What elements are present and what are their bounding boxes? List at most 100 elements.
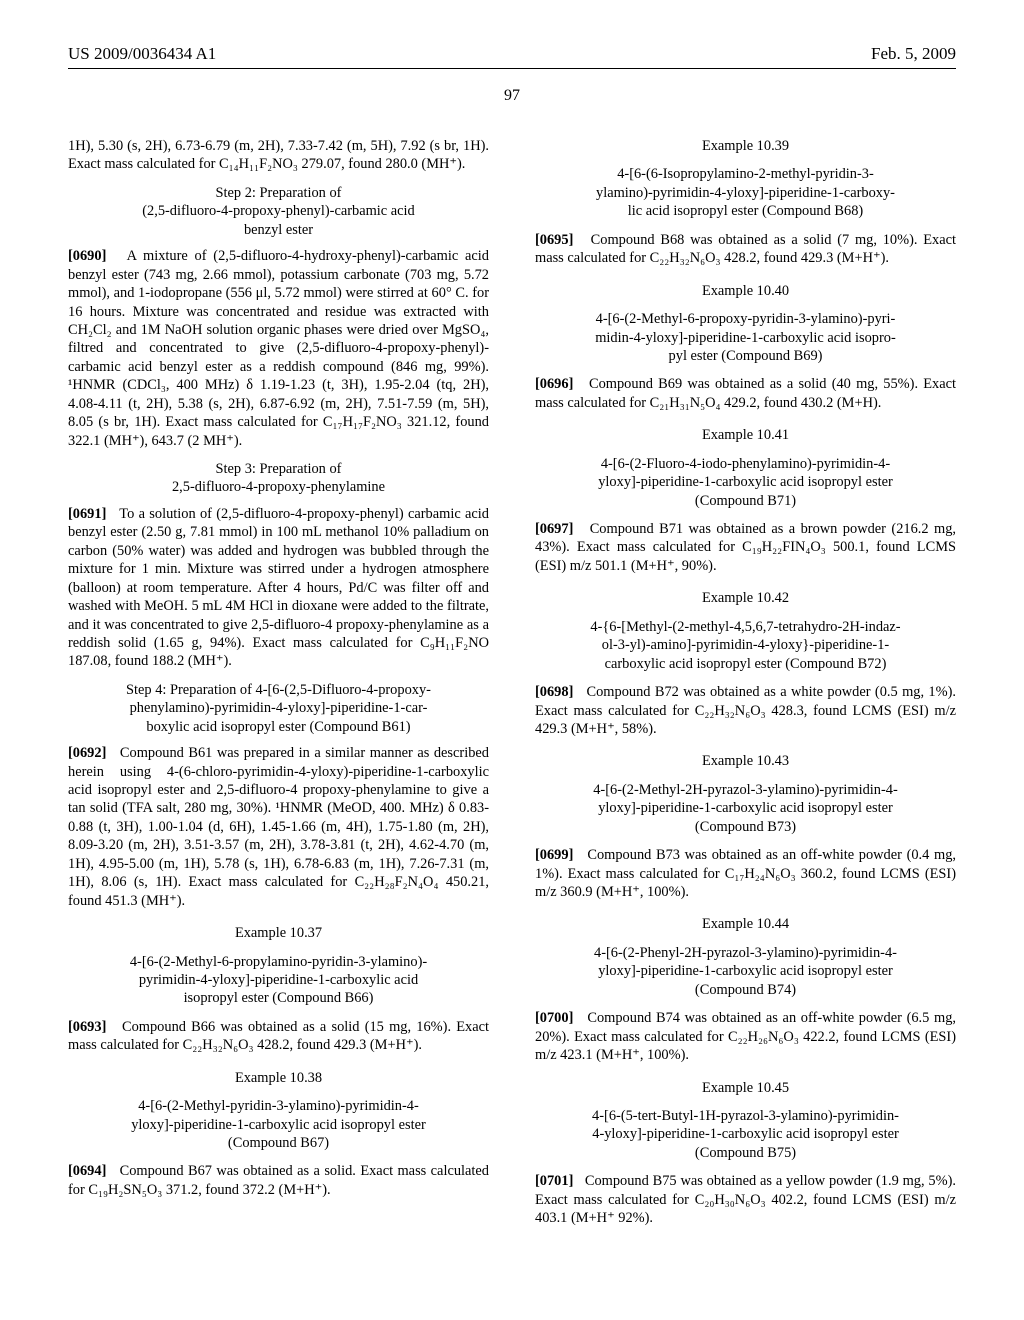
b66-l3: isopropyl ester (Compound B66) [68, 989, 489, 1007]
b73-l2: yloxy]-piperidine-1-carboxylic acid isop… [535, 799, 956, 817]
step-2-title: Step 2: Preparation of (2,5-difluoro-4-p… [68, 184, 489, 239]
para-text-0698: Compound B72 was obtained as a white pow… [535, 684, 956, 737]
example-10-42: Example 10.42 [535, 589, 956, 607]
compound-b69-title: 4-[6-(2-Methyl-6-propoxy-pyridin-3-ylami… [535, 310, 956, 365]
para-num-0699: [0699] [535, 847, 573, 863]
b73-l3: (Compound B73) [535, 818, 956, 836]
step-2-line2: (2,5-difluoro-4-propoxy-phenyl)-carbamic… [68, 202, 489, 220]
b71-l2: yloxy]-piperidine-1-carboxylic acid isop… [535, 473, 956, 491]
publication-date: Feb. 5, 2009 [871, 44, 956, 64]
para-0691: [0691] To a solution of (2,5-difluoro-4-… [68, 505, 489, 671]
para-0701: [0701] Compound B75 was obtained as a ye… [535, 1172, 956, 1227]
para-text-0693: Compound B66 was obtained as a solid (15… [68, 1019, 489, 1053]
compound-b75-title: 4-[6-(5-tert-Butyl-1H-pyrazol-3-ylamino)… [535, 1107, 956, 1162]
b72-l1: 4-{6-[Methyl-(2-methyl-4,5,6,7-tetrahydr… [535, 618, 956, 636]
header-rule [68, 68, 956, 69]
publication-number: US 2009/0036434 A1 [68, 44, 216, 64]
step-4-line2: phenylamino)-pyrimidin-4-yloxy]-piperidi… [68, 699, 489, 717]
para-text-0696: Compound B69 was obtained as a solid (40… [535, 376, 956, 410]
para-0690: [0690] A mixture of (2,5-difluoro-4-hydr… [68, 247, 489, 450]
step-3-line2: 2,5-difluoro-4-propoxy-phenylamine [68, 478, 489, 496]
page: US 2009/0036434 A1 Feb. 5, 2009 97 1H), … [0, 0, 1024, 1320]
para-text-0701: Compound B75 was obtained as a yellow po… [535, 1173, 956, 1226]
example-10-38: Example 10.38 [68, 1069, 489, 1087]
para-num-0694: [0694] [68, 1163, 106, 1179]
para-0700: [0700] Compound B74 was obtained as an o… [535, 1009, 956, 1064]
step-2-line3: benzyl ester [68, 221, 489, 239]
para-0695: [0695] Compound B68 was obtained as a so… [535, 231, 956, 268]
compound-b72-title: 4-{6-[Methyl-(2-methyl-4,5,6,7-tetrahydr… [535, 618, 956, 673]
para-num-0692: [0692] [68, 745, 106, 761]
b73-l1: 4-[6-(2-Methyl-2H-pyrazol-3-ylamino)-pyr… [535, 781, 956, 799]
para-num-0696: [0696] [535, 376, 573, 392]
para-0694: [0694] Compound B67 was obtained as a so… [68, 1162, 489, 1199]
para-text-0699: Compound B73 was obtained as an off-whit… [535, 847, 956, 900]
para-num-0695: [0695] [535, 232, 573, 248]
body-columns: 1H), 5.30 (s, 2H), 6.73-6.79 (m, 2H), 7.… [68, 137, 956, 1228]
step-2-line1: Step 2: Preparation of [68, 184, 489, 202]
para-text-0694: Compound B67 was obtained as a solid. Ex… [68, 1163, 489, 1197]
b66-l1: 4-[6-(2-Methyl-6-propylamino-pyridin-3-y… [68, 953, 489, 971]
step-4-title: Step 4: Preparation of 4-[6-(2,5-Difluor… [68, 681, 489, 736]
para-0696: [0696] Compound B69 was obtained as a so… [535, 375, 956, 412]
b74-l2: yloxy]-piperidine-1-carboxylic acid isop… [535, 962, 956, 980]
para-text-0691: To a solution of (2,5-difluoro-4-propoxy… [68, 506, 489, 670]
b69-l2: midin-4-yloxy]-piperidine-1-carboxylic a… [535, 329, 956, 347]
page-number: 97 [68, 87, 956, 105]
para-0692: [0692] Compound B61 was prepared in a si… [68, 744, 489, 910]
b66-l2: pyrimidin-4-yloxy]-piperidine-1-carboxyl… [68, 971, 489, 989]
example-10-43: Example 10.43 [535, 752, 956, 770]
para-text-0690: A mixture of (2,5-difluoro-4-hydroxy-phe… [68, 248, 489, 448]
para-num-0690: [0690] [68, 248, 106, 264]
b71-l3: (Compound B71) [535, 492, 956, 510]
para-0699: [0699] Compound B73 was obtained as an o… [535, 846, 956, 901]
para-text-0700: Compound B74 was obtained as an off-whit… [535, 1010, 956, 1063]
para-num-0701: [0701] [535, 1173, 573, 1189]
example-10-40: Example 10.40 [535, 282, 956, 300]
step-3-line1: Step 3: Preparation of [68, 460, 489, 478]
b74-l1: 4-[6-(2-Phenyl-2H-pyrazol-3-ylamino)-pyr… [535, 944, 956, 962]
compound-b73-title: 4-[6-(2-Methyl-2H-pyrazol-3-ylamino)-pyr… [535, 781, 956, 836]
continuation-text: 1H), 5.30 (s, 2H), 6.73-6.79 (m, 2H), 7.… [68, 137, 489, 174]
para-num-0693: [0693] [68, 1019, 106, 1035]
step-3-title: Step 3: Preparation of 2,5-difluoro-4-pr… [68, 460, 489, 497]
b72-l2: ol-3-yl)-amino]-pyrimidin-4-yloxy}-piper… [535, 636, 956, 654]
para-num-0700: [0700] [535, 1010, 573, 1026]
para-num-0697: [0697] [535, 521, 573, 537]
para-text-0697: Compound B71 was obtained as a brown pow… [535, 521, 956, 574]
example-10-41: Example 10.41 [535, 426, 956, 444]
para-text-0695: Compound B68 was obtained as a solid (7 … [535, 232, 956, 266]
compound-b68-title: 4-[6-(6-Isopropylamino-2-methyl-pyridin-… [535, 165, 956, 220]
para-0698: [0698] Compound B72 was obtained as a wh… [535, 683, 956, 738]
b72-l3: carboxylic acid isopropyl ester (Compoun… [535, 655, 956, 673]
example-10-37: Example 10.37 [68, 924, 489, 942]
example-10-45: Example 10.45 [535, 1079, 956, 1097]
page-header: US 2009/0036434 A1 Feb. 5, 2009 [68, 44, 956, 64]
b67-l2: yloxy]-piperidine-1-carboxylic acid isop… [68, 1116, 489, 1134]
compound-b74-title: 4-[6-(2-Phenyl-2H-pyrazol-3-ylamino)-pyr… [535, 944, 956, 999]
b75-l3: (Compound B75) [535, 1144, 956, 1162]
b75-l2: 4-yloxy]-piperidine-1-carboxylic acid is… [535, 1125, 956, 1143]
example-10-44: Example 10.44 [535, 915, 956, 933]
example-10-39: Example 10.39 [535, 137, 956, 155]
b69-l3: pyl ester (Compound B69) [535, 347, 956, 365]
step-4-line1: Step 4: Preparation of 4-[6-(2,5-Difluor… [68, 681, 489, 699]
step-4-line3: boxylic acid isopropyl ester (Compound B… [68, 718, 489, 736]
b68-l1: 4-[6-(6-Isopropylamino-2-methyl-pyridin-… [535, 165, 956, 183]
para-0697: [0697] Compound B71 was obtained as a br… [535, 520, 956, 575]
compound-b67-title: 4-[6-(2-Methyl-pyridin-3-ylamino)-pyrimi… [68, 1097, 489, 1152]
para-num-0691: [0691] [68, 506, 106, 522]
para-text-0692: Compound B61 was prepared in a similar m… [68, 745, 489, 909]
para-num-0698: [0698] [535, 684, 573, 700]
b67-l3: (Compound B67) [68, 1134, 489, 1152]
b68-l2: ylamino)-pyrimidin-4-yloxy]-piperidine-1… [535, 184, 956, 202]
b68-l3: lic acid isopropyl ester (Compound B68) [535, 202, 956, 220]
b69-l1: 4-[6-(2-Methyl-6-propoxy-pyridin-3-ylami… [535, 310, 956, 328]
b75-l1: 4-[6-(5-tert-Butyl-1H-pyrazol-3-ylamino)… [535, 1107, 956, 1125]
para-0693: [0693] Compound B66 was obtained as a so… [68, 1018, 489, 1055]
compound-b71-title: 4-[6-(2-Fluoro-4-iodo-phenylamino)-pyrim… [535, 455, 956, 510]
b71-l1: 4-[6-(2-Fluoro-4-iodo-phenylamino)-pyrim… [535, 455, 956, 473]
compound-b66-title: 4-[6-(2-Methyl-6-propylamino-pyridin-3-y… [68, 953, 489, 1008]
b67-l1: 4-[6-(2-Methyl-pyridin-3-ylamino)-pyrimi… [68, 1097, 489, 1115]
b74-l3: (Compound B74) [535, 981, 956, 999]
